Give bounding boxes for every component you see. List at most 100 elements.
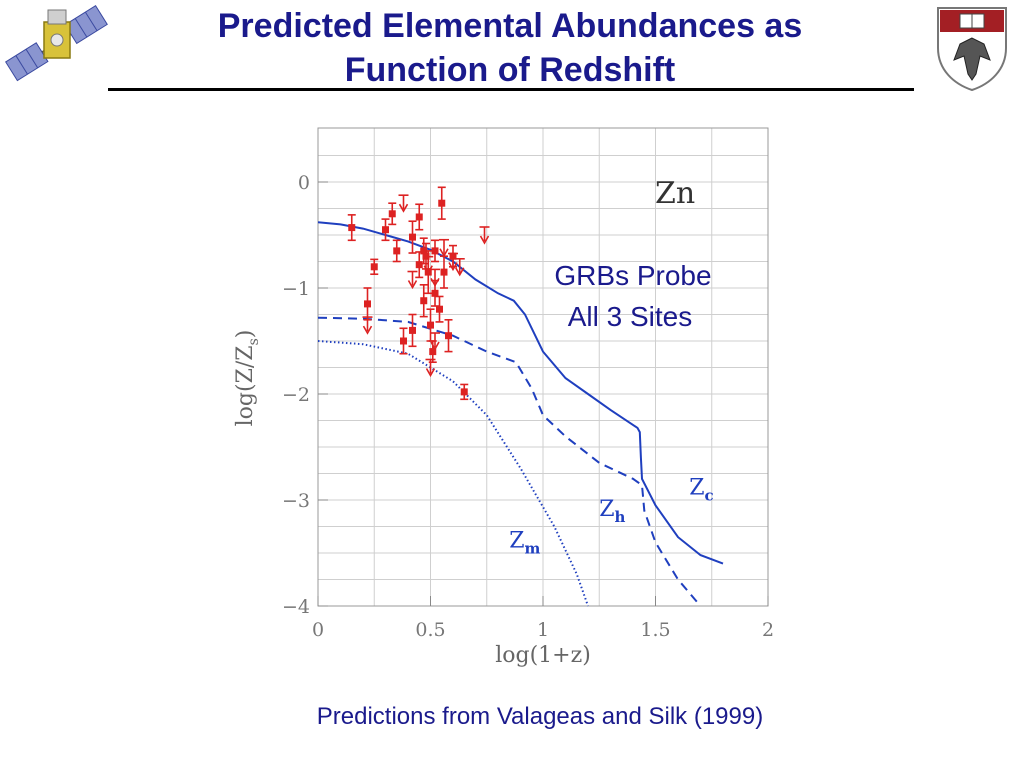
upper-limit <box>407 270 418 290</box>
svg-text:log(Z/Zs): log(Z/Zs) <box>233 330 262 427</box>
upper-limit-arrow <box>448 262 458 272</box>
data-point <box>408 220 417 254</box>
series-label-zm: Zm <box>509 529 540 558</box>
upper-limit-arrow <box>398 203 409 213</box>
y-tick-label: 0 <box>298 172 310 194</box>
upper-limit-arrow <box>479 235 490 245</box>
university-crest-icon <box>937 7 1007 92</box>
data-marker <box>420 247 428 255</box>
data-point <box>460 383 469 401</box>
data-marker <box>388 210 396 218</box>
upper-limit-arrow <box>362 325 373 335</box>
upper-limit-arrow <box>425 368 436 378</box>
data-point <box>437 186 446 220</box>
x-tick-label: 1.5 <box>640 619 670 641</box>
x-tick-label: 2 <box>762 619 774 641</box>
data-marker <box>415 261 423 269</box>
upper-limit-arrow <box>430 341 440 351</box>
upper-limit-arrow <box>439 248 449 258</box>
data-marker <box>445 332 452 340</box>
y-ticks: 0 −1 −2 −3 −4 <box>282 172 328 618</box>
data-point <box>363 287 372 321</box>
y-tick-label: −3 <box>282 490 310 512</box>
data-point <box>444 318 453 353</box>
annotation-line2: All 3 Sites <box>568 301 693 332</box>
y-axis-label: log(Z/Zs) <box>233 330 262 427</box>
series-line-zm <box>317 340 589 607</box>
data-point <box>408 313 417 348</box>
y-tick-label: −2 <box>282 384 310 406</box>
upper-limit-arrow <box>407 280 418 290</box>
y-tick-label: −4 <box>282 596 310 618</box>
data-point <box>419 284 428 318</box>
upper-limit-arrow <box>423 265 433 275</box>
upper-limit <box>454 257 465 277</box>
data-point <box>392 239 401 263</box>
data-marker <box>429 348 437 356</box>
data-marker <box>431 247 439 255</box>
x-ticks: 0 0.5 1 1.5 2 <box>312 596 774 641</box>
series-line-zc <box>317 221 724 565</box>
curve-labels: Zc Zh Zm <box>509 476 713 558</box>
x-axis-label: log(1+z) <box>495 643 591 668</box>
data-point <box>415 203 424 231</box>
series-label-zc: Zc <box>689 476 713 505</box>
data-point <box>388 202 397 226</box>
x-tick-label: 0.5 <box>415 619 445 641</box>
data-point <box>399 327 408 355</box>
upper-limit <box>430 332 440 351</box>
data-marker <box>420 297 428 305</box>
data-marker <box>400 337 407 345</box>
data-point <box>415 251 424 279</box>
caption: Predictions from Valageas and Silk (1999… <box>316 703 764 730</box>
y-axis-label-main: log(Z/Z <box>233 345 258 426</box>
data-marker <box>382 226 389 234</box>
data-marker <box>436 305 443 313</box>
y-axis-label-sub: s <box>246 338 262 345</box>
data-marker <box>409 233 416 241</box>
data-point <box>347 214 356 242</box>
upper-limit <box>398 194 409 213</box>
upper-limit <box>448 252 458 272</box>
x-tick-label: 1 <box>537 619 549 641</box>
x-tick-label: 0 <box>312 619 324 641</box>
upper-limits <box>362 194 490 378</box>
series-line-zh <box>317 316 702 607</box>
data-marker <box>409 326 416 334</box>
y-tick-label: −1 <box>282 278 310 300</box>
satellite-icon <box>5 5 108 82</box>
annotation-line1: GRBs Probe <box>554 260 711 291</box>
element-label: Zn <box>655 176 695 211</box>
upper-limit-arrow <box>455 267 465 277</box>
data-point <box>440 255 448 289</box>
data-marker <box>427 321 434 329</box>
data-marker <box>364 300 371 308</box>
data-marker <box>460 388 468 396</box>
upper-limit <box>479 226 490 245</box>
data-point <box>431 239 439 263</box>
title-underline <box>108 88 914 91</box>
data-point <box>426 308 435 342</box>
chart-grid <box>317 128 769 607</box>
upper-limit <box>423 255 434 275</box>
data-marker <box>431 289 439 297</box>
data-marker <box>370 263 378 271</box>
series-label-zh: Zh <box>599 497 625 526</box>
data-point <box>435 295 444 323</box>
upper-limit <box>425 358 436 378</box>
slide-title-line2: Function of Redshift <box>344 51 676 89</box>
data-marker <box>393 247 401 255</box>
data-point <box>381 218 390 242</box>
data-marker <box>348 224 356 232</box>
upper-limit <box>430 268 440 288</box>
upper-limit <box>439 238 449 258</box>
y-axis-label-close: ) <box>233 330 258 339</box>
data-marker <box>438 199 446 207</box>
data-marker <box>415 213 423 221</box>
data-point <box>370 258 379 276</box>
upper-limit <box>362 316 373 335</box>
data-marker <box>440 268 448 276</box>
slide-title-line1: Predicted Elemental Abundances as <box>217 7 803 45</box>
slide-title: Predicted Elemental Abundances as Functi… <box>120 4 900 92</box>
